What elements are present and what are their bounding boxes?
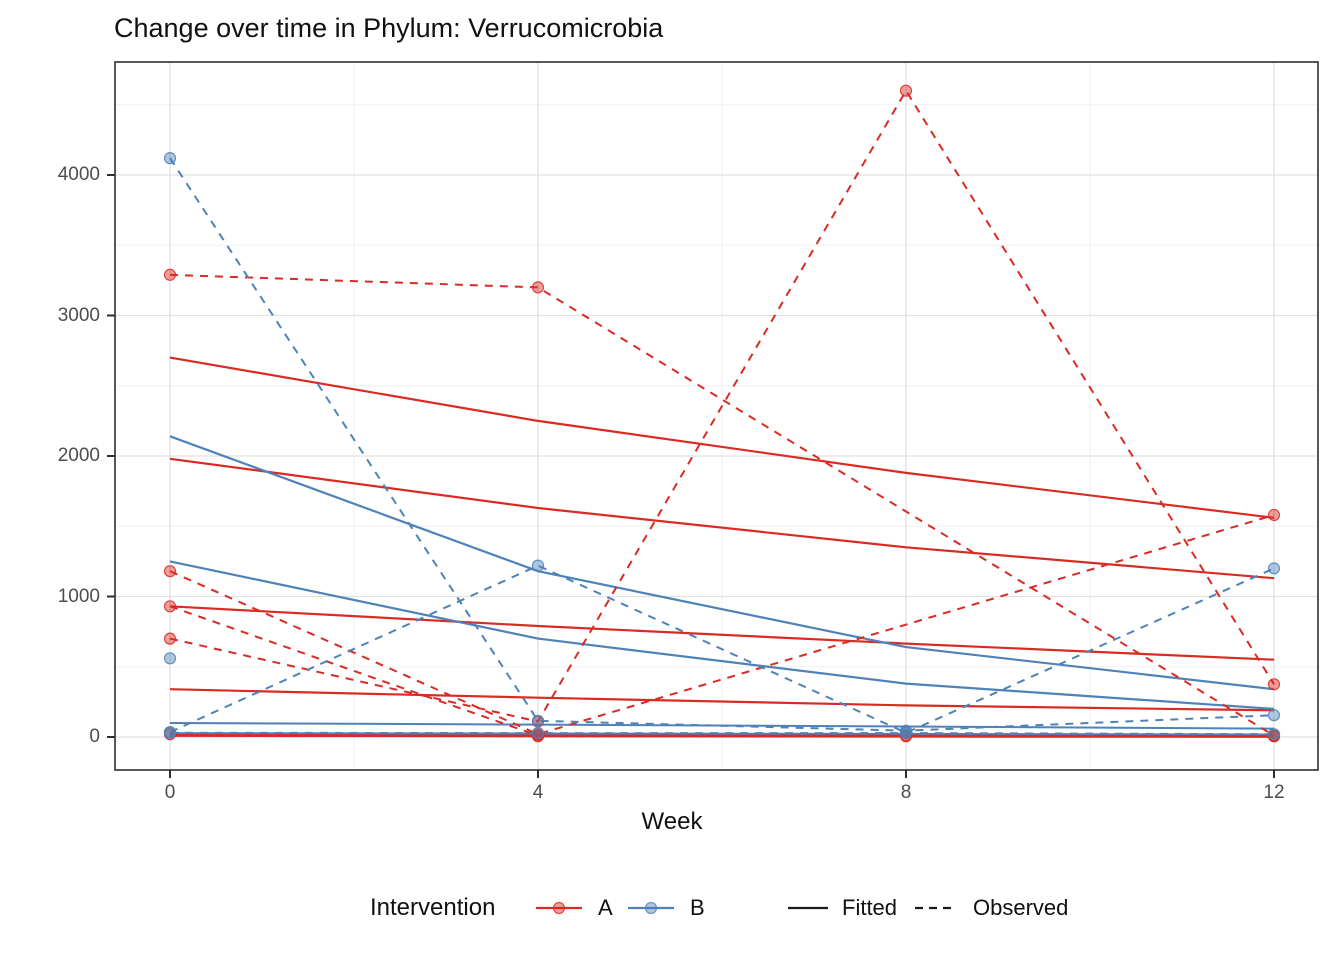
x-axis-title: Week (641, 808, 703, 835)
y-tick-label: 2000 (57, 445, 100, 466)
legend-key-observed (915, 906, 957, 910)
data-point-A (899, 84, 913, 97)
data-point-A (163, 632, 177, 645)
data-point-B (163, 152, 177, 165)
observed-line-A (169, 273, 1275, 737)
data-point-B (531, 726, 545, 740)
fitted-line-A (169, 457, 1275, 580)
panel-background (115, 62, 1318, 770)
fitted-line-A (169, 688, 1275, 712)
data-point-A (1267, 678, 1281, 691)
x-tick-label: 4 (532, 782, 544, 803)
data-point-A (163, 600, 177, 613)
data-point-A (163, 565, 177, 578)
legend-key-A-point (552, 901, 566, 915)
observed-line-A (169, 88, 1275, 723)
legend-label-B: B (690, 895, 705, 920)
y-tick-label: 4000 (57, 164, 100, 185)
data-point-B (1267, 562, 1281, 575)
x-tick-label: 0 (164, 782, 176, 803)
fitted-line-A (169, 356, 1275, 519)
data-point-B (1267, 709, 1281, 722)
legend-label-fitted: Fitted (842, 895, 898, 920)
observed-line-B (169, 564, 1275, 734)
data-point-B (163, 652, 177, 665)
observed-line-B (169, 157, 1275, 732)
legend-label-A: A (598, 895, 613, 920)
observed-line-A (169, 605, 1275, 738)
data-point-B (1267, 728, 1281, 741)
legend-key-B (628, 901, 674, 915)
data-point-A (163, 268, 177, 281)
legend-key-B-point (644, 901, 658, 915)
y-tick-label: 1000 (57, 585, 100, 607)
data-point-A (1267, 508, 1281, 522)
y-tick-label: 3000 (57, 304, 100, 326)
data-point-A (531, 281, 545, 294)
x-tick-label: 12 (1263, 782, 1285, 803)
legend-key-fitted (788, 906, 828, 910)
observed-line-A (169, 733, 1274, 738)
legend-key-A (536, 901, 582, 915)
data-point-B (531, 714, 545, 727)
data-point-A (531, 730, 545, 743)
legend-label-observed: Observed (973, 895, 1069, 920)
legend-title: Intervention (370, 894, 496, 921)
data-point-B (531, 559, 545, 572)
chart-title: Change over time in Phylum: Verrucomicro… (114, 13, 664, 43)
fitted-line-B (169, 560, 1275, 710)
x-tick-label: 8 (900, 782, 912, 803)
legend: Intervention A B Fitted Observed (0, 893, 1344, 923)
fitted-line-B (169, 435, 1275, 691)
data-point-B (899, 726, 913, 740)
y-tick-label: 0 (89, 726, 100, 747)
panel-border (114, 61, 1319, 771)
data-point-B (163, 726, 177, 739)
observed-line-B (169, 731, 1275, 736)
plot-area (107, 61, 1319, 778)
